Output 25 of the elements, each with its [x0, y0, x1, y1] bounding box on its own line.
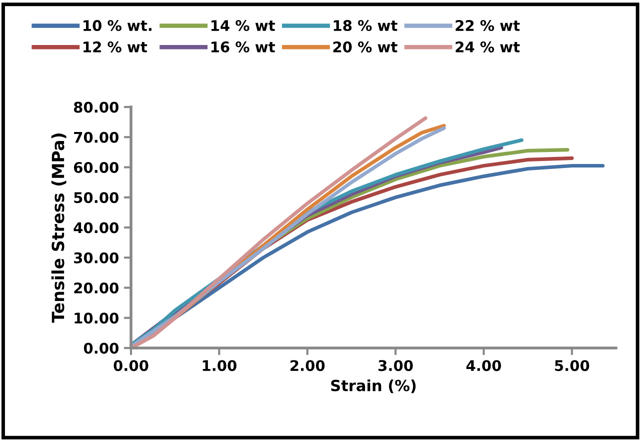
y-tick-label: 70.00: [74, 132, 118, 143]
y-tick-label: 30.00: [74, 252, 118, 264]
y-axis-title: Tensile Stress (MPa): [51, 134, 66, 323]
x-tick-label: 4.00: [466, 360, 502, 372]
legend-label: 18 % wt: [334, 20, 398, 32]
legend-label: 22 % wt: [456, 20, 520, 32]
legend-label: 24 % wt: [456, 41, 520, 52]
x-tick-label: 5.00: [555, 360, 590, 372]
y-tick-label: 60.00: [74, 162, 118, 173]
y-tick-label: 50.00: [74, 192, 118, 204]
x-tick-label: 3.00: [378, 360, 413, 372]
x-axis-title: Strain (%): [331, 379, 416, 394]
y-tick-label: 40.00: [74, 222, 118, 234]
x-tick-label: 1.00: [202, 360, 236, 372]
legend-label: 20 % wt: [333, 41, 398, 52]
y-tick-label: 10.00: [74, 312, 118, 324]
x-tick-label: 2.00: [290, 360, 325, 372]
y-tick-label: 0.00: [84, 342, 118, 354]
x-tick-label: 0.00: [114, 360, 148, 372]
y-tick-label: 80.00: [74, 102, 118, 113]
y-tick-label: 20.00: [74, 282, 118, 294]
legend-label: 14 % wt: [211, 20, 275, 32]
legend-label: 10 % wt.: [84, 20, 152, 32]
legend-label: 12 % wt: [84, 41, 148, 52]
legend-label: 16 % wt: [211, 41, 275, 52]
